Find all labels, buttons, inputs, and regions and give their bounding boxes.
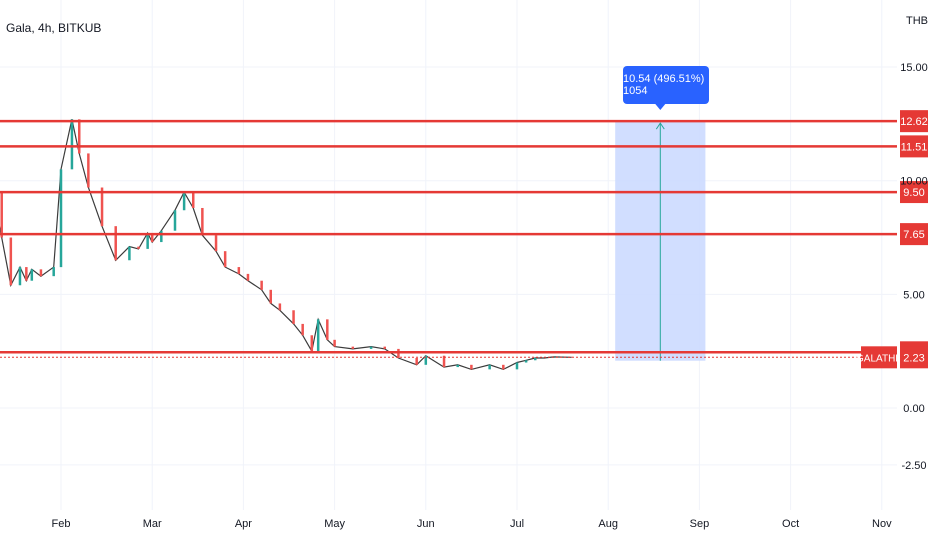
price-tick-label: -2.50 xyxy=(901,460,926,472)
level-tag-12.62 xyxy=(900,110,928,133)
time-tick-jul: Jul xyxy=(510,518,524,530)
time-tick-jun: Jun xyxy=(417,518,435,530)
current-symbol-tag xyxy=(861,346,897,369)
current-price-label: 2.23 xyxy=(903,352,924,364)
level-label-11.51: 11.51 xyxy=(901,141,928,153)
price-tick-label: 0.00 xyxy=(903,403,924,415)
time-tick-aug: Aug xyxy=(598,518,618,530)
time-tick-may: May xyxy=(324,518,345,530)
price-tick-label: 15.00 xyxy=(900,62,928,74)
level-tag-9.50 xyxy=(900,181,928,204)
price-series-line xyxy=(0,119,572,371)
measure-label: 10.54 (496.51%) 1054 xyxy=(623,66,709,104)
price-tick-label: 10.00 xyxy=(900,176,928,188)
time-tick-nov: Nov xyxy=(872,518,892,530)
level-tag-7.65 xyxy=(900,223,928,246)
measure-label-pointer xyxy=(655,104,666,110)
price-tick-label: 5.00 xyxy=(903,289,924,301)
time-tick-oct: Oct xyxy=(782,518,799,530)
current-price-tag xyxy=(900,346,928,369)
level-label-12.62: 12.62 xyxy=(900,116,928,128)
measure-arrow-head xyxy=(655,122,665,130)
time-tick-apr: Apr xyxy=(235,518,252,530)
time-tick-feb: Feb xyxy=(52,518,71,530)
symbol-title: Gala, 4h, BITKUB xyxy=(6,21,102,35)
level-label-7.65: 7.65 xyxy=(903,229,924,241)
level-label-9.50: 9.50 xyxy=(903,187,924,199)
current-symbol-label: GALATHB xyxy=(856,353,902,364)
time-tick-mar: Mar xyxy=(143,518,162,530)
level-tag-11.51 xyxy=(900,135,928,158)
currency-label: THB xyxy=(906,15,928,27)
time-tick-sep: Sep xyxy=(690,518,710,530)
